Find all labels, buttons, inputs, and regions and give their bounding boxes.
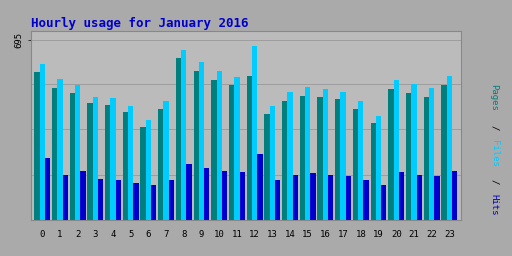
Bar [186, 164, 192, 220]
Bar [358, 101, 364, 220]
Bar [381, 185, 387, 220]
Bar [328, 175, 333, 220]
Bar [340, 92, 346, 220]
Bar [252, 46, 257, 220]
Bar [45, 158, 50, 220]
Bar [446, 76, 452, 220]
Bar [204, 168, 209, 220]
Bar [452, 171, 457, 220]
Bar [287, 92, 293, 220]
Bar [98, 179, 103, 220]
Text: Files: Files [489, 140, 499, 167]
Bar [34, 72, 39, 220]
Bar [62, 175, 68, 220]
Bar [57, 79, 62, 220]
Bar [388, 89, 394, 220]
Bar [364, 180, 369, 220]
Bar [93, 97, 98, 220]
Bar [199, 62, 204, 220]
Bar [128, 106, 133, 220]
Bar [123, 112, 128, 220]
Bar [70, 93, 75, 220]
Bar [376, 116, 381, 220]
Text: /: / [489, 179, 499, 184]
Bar [105, 105, 111, 220]
Bar [194, 71, 199, 220]
Bar [234, 77, 240, 220]
Bar [181, 50, 186, 220]
Bar [80, 171, 86, 220]
Bar [75, 85, 80, 220]
Bar [133, 183, 139, 220]
Bar [111, 98, 116, 220]
Bar [88, 103, 93, 220]
Bar [441, 85, 446, 220]
Bar [394, 80, 399, 220]
Bar [353, 109, 358, 220]
Bar [52, 88, 57, 220]
Bar [406, 93, 411, 220]
Bar [317, 97, 323, 220]
Bar [270, 106, 275, 220]
Bar [264, 114, 270, 220]
Bar [257, 154, 263, 220]
Bar [293, 175, 298, 220]
Bar [222, 171, 227, 220]
Text: Pages: Pages [489, 84, 499, 111]
Text: Hits: Hits [489, 194, 499, 216]
Bar [158, 109, 163, 220]
Bar [140, 127, 146, 220]
Bar [434, 176, 440, 220]
Bar [429, 88, 434, 220]
Bar [423, 97, 429, 220]
Bar [335, 100, 340, 220]
Bar [116, 180, 121, 220]
Bar [305, 87, 310, 220]
Bar [275, 180, 280, 220]
Bar [229, 85, 234, 220]
Text: /: / [489, 125, 499, 131]
Bar [282, 101, 287, 220]
Bar [300, 95, 305, 220]
Text: Hourly usage for January 2016: Hourly usage for January 2016 [31, 17, 248, 29]
Bar [346, 176, 351, 220]
Bar [371, 123, 376, 220]
Bar [310, 174, 316, 220]
Bar [411, 84, 417, 220]
Bar [146, 120, 151, 220]
Bar [39, 65, 45, 220]
Bar [399, 172, 404, 220]
Bar [211, 80, 217, 220]
Bar [163, 101, 169, 220]
Bar [169, 180, 174, 220]
Bar [217, 71, 222, 220]
Bar [323, 89, 328, 220]
Bar [176, 58, 181, 220]
Bar [247, 76, 252, 220]
Bar [240, 172, 245, 220]
Bar [151, 185, 156, 220]
Bar [417, 175, 422, 220]
